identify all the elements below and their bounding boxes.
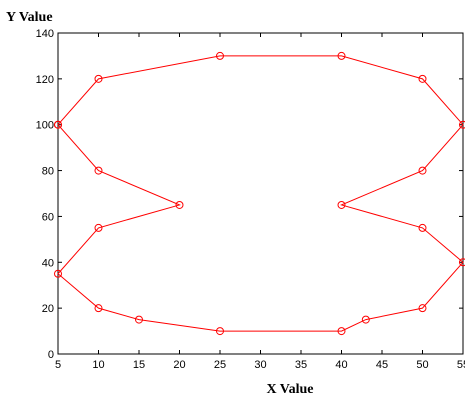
y-tick-label: 120 (36, 74, 54, 86)
data-point (418, 304, 427, 313)
data-point (361, 315, 370, 324)
y-tick-label: 0 (48, 349, 54, 361)
x-tick-label: 20 (173, 359, 185, 371)
data-point (216, 51, 224, 60)
data-point (135, 315, 143, 324)
data-point (459, 120, 465, 129)
data-point (54, 120, 62, 129)
data-point (94, 223, 103, 232)
series-line (57, 55, 464, 332)
data-point (459, 258, 465, 267)
x-tick-label: 45 (376, 359, 388, 371)
x-tick-label: 40 (335, 359, 347, 371)
y-tick-label: 80 (42, 166, 54, 178)
data-point (216, 327, 224, 336)
x-tick-label: 15 (133, 359, 145, 371)
axis-ticks: 5 10 15 20 25 30 35 40 45 50 55 0 20 40 60 80 100 120 140 (36, 28, 465, 371)
plot-area (54, 51, 465, 336)
data-point (94, 304, 103, 313)
y-tick-label: 20 (42, 303, 54, 315)
data-point (175, 200, 184, 209)
y-axis-label: Y Value (6, 10, 53, 25)
y-tick-label: 100 (36, 120, 54, 132)
data-point (94, 166, 103, 175)
data-point (418, 166, 427, 175)
x-tick-label: 55 (457, 359, 465, 371)
x-tick-label: 10 (92, 359, 104, 371)
data-point (94, 74, 103, 83)
data-point (337, 51, 346, 60)
data-point (418, 74, 427, 83)
data-point (337, 200, 346, 209)
data-point (337, 327, 346, 336)
x-tick-label: 35 (295, 359, 307, 371)
y-tick-label: 40 (42, 257, 54, 269)
x-tick-label: 25 (214, 359, 226, 371)
data-point (54, 269, 62, 278)
y-tick-label: 140 (36, 28, 54, 40)
y-tick-label: 60 (42, 211, 54, 223)
x-tick-label: 30 (254, 359, 266, 371)
data-point (418, 223, 427, 232)
x-axis-label: X Value (266, 382, 313, 397)
axes-frame (57, 32, 464, 355)
plot-frame (57, 32, 464, 355)
x-tick-label: 50 (416, 359, 428, 371)
x-tick-label: 5 (55, 359, 61, 371)
